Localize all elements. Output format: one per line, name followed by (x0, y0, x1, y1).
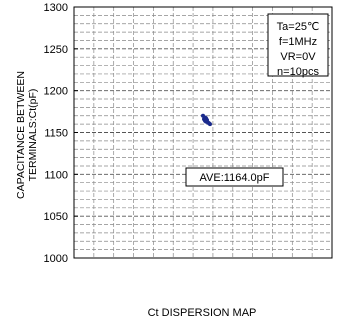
y-tick-label: 1250 (44, 44, 68, 56)
y-tick-label: 1100 (44, 169, 68, 181)
y-axis-label-line1: CAPACITANCE BETWEEN (15, 71, 27, 199)
data-points (201, 113, 212, 127)
y-tick-label: 1150 (44, 128, 68, 140)
y-axis-label-line2: TERMINALS:Ct(pF) (27, 89, 39, 182)
average-text: AVE:1164.0pF (200, 172, 270, 184)
condition-frequency: f=1MHz (279, 36, 317, 48)
y-axis-ticks: 1000 1050 1100 1150 1200 1250 1300 (44, 2, 78, 265)
y-tick-label: 1050 (44, 211, 68, 223)
y-tick-label: 1200 (44, 86, 68, 98)
conditions-box: Ta=25℃ f=1MHz VR=0V n=10pcs (267, 13, 329, 78)
average-label: AVE:1164.0pF (185, 167, 284, 187)
condition-sample-count: n=10pcs (277, 66, 319, 78)
chart-caption: Ct DISPERSION MAP (148, 307, 257, 319)
y-tick-label: 1000 (44, 253, 68, 265)
data-point (208, 122, 212, 127)
condition-voltage: VR=0V (280, 51, 316, 63)
condition-temperature: Ta=25℃ (277, 21, 320, 33)
y-tick-label: 1300 (44, 2, 68, 14)
